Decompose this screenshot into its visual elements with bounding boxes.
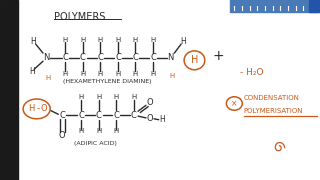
Text: H: H [79, 128, 84, 134]
Text: H: H [31, 37, 36, 46]
Text: H: H [170, 73, 175, 79]
Text: POLYMERS: POLYMERS [54, 12, 106, 22]
Text: C: C [113, 111, 119, 120]
Text: H: H [98, 37, 103, 43]
Text: H: H [96, 94, 101, 100]
Bar [309, 0, 319, 12]
Text: C: C [96, 111, 102, 120]
Text: C: C [98, 53, 103, 62]
Text: H: H [150, 71, 156, 77]
Text: H: H [133, 37, 138, 43]
Text: +: + [212, 49, 224, 63]
Text: N: N [167, 53, 174, 62]
Text: H: H [114, 94, 119, 100]
Text: H: H [80, 71, 85, 77]
Text: H: H [96, 128, 101, 134]
Text: H: H [98, 71, 103, 77]
Text: H: H [160, 115, 165, 124]
Text: C: C [132, 53, 139, 62]
Text: ×: × [231, 99, 237, 108]
Text: H: H [80, 37, 85, 43]
Text: N: N [43, 53, 49, 62]
Text: H: H [63, 71, 68, 77]
Text: C: C [59, 111, 65, 120]
Text: C: C [62, 53, 68, 62]
Text: H: H [115, 37, 121, 43]
Text: C: C [78, 111, 84, 120]
Text: O: O [40, 104, 47, 113]
Text: H: H [28, 104, 34, 113]
Text: - H₂O: - H₂O [240, 68, 264, 76]
Bar [0, 0, 18, 180]
Text: H: H [115, 71, 121, 77]
Text: H: H [150, 37, 156, 43]
Text: CONDENSATION: CONDENSATION [244, 95, 300, 101]
Text: O: O [147, 98, 153, 107]
Text: POLYMERISATION: POLYMERISATION [244, 108, 303, 114]
Text: H: H [29, 68, 35, 76]
Text: H: H [45, 75, 51, 81]
Text: H: H [63, 37, 68, 43]
Text: -: - [36, 104, 39, 113]
Text: H: H [191, 55, 198, 65]
Text: C: C [80, 53, 86, 62]
Text: O: O [147, 114, 153, 123]
Text: H: H [114, 128, 119, 134]
Text: C: C [150, 53, 156, 62]
Text: H: H [79, 94, 84, 100]
Text: O: O [59, 131, 66, 140]
Text: (HEXAMETHYLENE DIAMINE): (HEXAMETHYLENE DIAMINE) [62, 79, 151, 84]
Text: (ADIPIC ACID): (ADIPIC ACID) [74, 141, 117, 147]
Text: C: C [131, 111, 137, 120]
Text: H: H [180, 37, 186, 46]
Text: C: C [115, 53, 121, 62]
Bar [229, 0, 319, 12]
Text: H: H [131, 94, 137, 100]
Text: H: H [133, 71, 138, 77]
